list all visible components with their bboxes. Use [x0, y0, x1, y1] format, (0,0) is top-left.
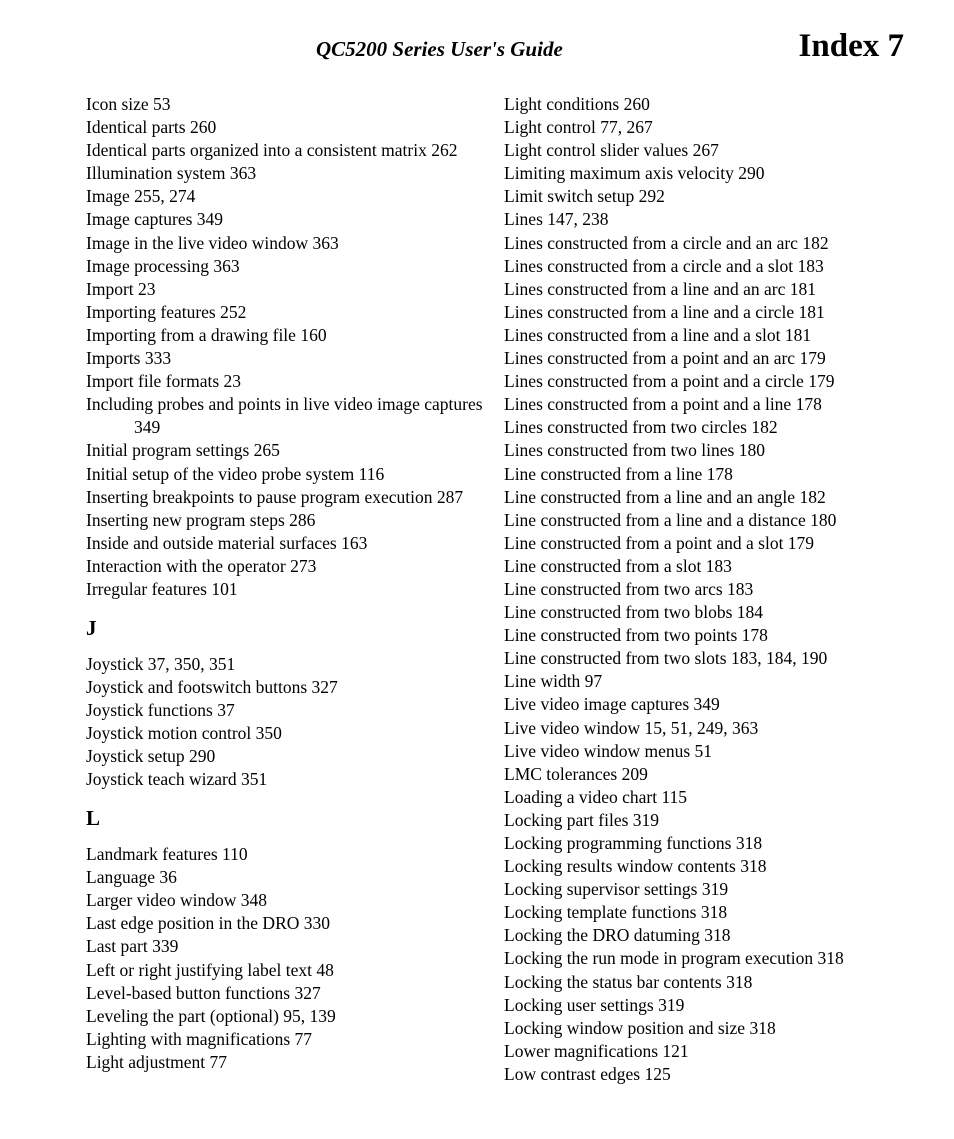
index-entry: Live video image captures 349 [552, 693, 904, 716]
index-entry: Locking results window contents 318 [552, 855, 904, 878]
index-entry: Joystick teach wizard 351 [134, 768, 486, 791]
index-entry: Joystick setup 290 [134, 745, 486, 768]
index-entry: Last part 339 [134, 935, 486, 958]
index-entry: Locking the DRO datuming 318 [552, 924, 904, 947]
index-entry: Lines constructed from a point and a lin… [552, 393, 904, 416]
index-entry: Locking supervisor settings 319 [552, 878, 904, 901]
index-entry: Landmark features 110 [134, 843, 486, 866]
index-entry: Line constructed from two points 178 [552, 624, 904, 647]
index-entry: Line constructed from a point and a slot… [552, 532, 904, 555]
index-entry: Lines constructed from two circles 182 [552, 416, 904, 439]
index-entry: Live video window 15, 51, 249, 363 [552, 717, 904, 740]
index-entry: Inserting new program steps 286 [134, 509, 486, 532]
index-entry: Lines constructed from a line and a circ… [552, 301, 904, 324]
index-entry: Light adjustment 77 [134, 1051, 486, 1074]
index-entry: Lines constructed from two lines 180 [552, 439, 904, 462]
index-entry: Imports 333 [134, 347, 486, 370]
header-title: QC5200 Series User's Guide [316, 37, 563, 62]
index-entry: Image captures 349 [134, 208, 486, 231]
index-entry: Illumination system 363 [134, 162, 486, 185]
index-entry: Icon size 53 [134, 93, 486, 116]
index-entry: Importing from a drawing file 160 [134, 324, 486, 347]
index-entry: Initial setup of the video probe system … [134, 463, 486, 486]
index-entry: Image 255, 274 [134, 185, 486, 208]
index-entry: Joystick motion control 350 [134, 722, 486, 745]
index-entry: Line constructed from a line 178 [552, 463, 904, 486]
index-entry: Locking part files 319 [552, 809, 904, 832]
index-entry: Lines constructed from a circle and an a… [552, 232, 904, 255]
index-entry: Low contrast edges 125 [552, 1063, 904, 1086]
index-entry: Importing features 252 [134, 301, 486, 324]
index-left-column: Icon size 53Identical parts 260Identical… [86, 93, 486, 1086]
index-entry: LMC tolerances 209 [552, 763, 904, 786]
index-entry: Lines constructed from a circle and a sl… [552, 255, 904, 278]
index-entry: Inserting breakpoints to pause program e… [134, 486, 486, 509]
index-entry: Leveling the part (optional) 95, 139 [134, 1005, 486, 1028]
index-entry: Joystick 37, 350, 351 [134, 653, 486, 676]
index-entry: Lines constructed from a line and a slot… [552, 324, 904, 347]
index-entry: Locking programming functions 318 [552, 832, 904, 855]
index-entry: Level-based button functions 327 [134, 982, 486, 1005]
index-entry: Lines constructed from a point and a cir… [552, 370, 904, 393]
index-entry: Line constructed from a slot 183 [552, 555, 904, 578]
index-entry: Locking window position and size 318 [552, 1017, 904, 1040]
index-entry: Line constructed from a line and a dista… [552, 509, 904, 532]
index-entry: Limit switch setup 292 [552, 185, 904, 208]
page-container: QC5200 Series User's Guide Index 7 Icon … [0, 0, 954, 1126]
index-entry: Language 36 [134, 866, 486, 889]
index-entry: Light control slider values 267 [552, 139, 904, 162]
index-entry: Lines 147, 238 [552, 208, 904, 231]
index-entry: Identical parts 260 [134, 116, 486, 139]
index-entry: Initial program settings 265 [134, 439, 486, 462]
index-entry: Lines constructed from a point and an ar… [552, 347, 904, 370]
index-entry: Joystick and footswitch buttons 327 [134, 676, 486, 699]
index-entry: Lines constructed from a line and an arc… [552, 278, 904, 301]
index-entry: Live video window menus 51 [552, 740, 904, 763]
index-entry: Left or right justifying label text 48 [134, 959, 486, 982]
index-right-column: Light conditions 260Light control 77, 26… [504, 93, 904, 1086]
index-entry: Locking the status bar contents 318 [552, 971, 904, 994]
index-entry: Inside and outside material surfaces 163 [134, 532, 486, 555]
index-entry: Line constructed from two arcs 183 [552, 578, 904, 601]
index-entry: Loading a video chart 115 [552, 786, 904, 809]
index-entry: Line constructed from two slots 183, 184… [552, 647, 904, 670]
index-entry: Locking user settings 319 [552, 994, 904, 1017]
index-entry: Light control 77, 267 [552, 116, 904, 139]
section-letter: J [86, 615, 486, 643]
index-entry: Line width 97 [552, 670, 904, 693]
index-entry: Locking the run mode in program executio… [552, 947, 904, 970]
index-entry: Identical parts organized into a consist… [134, 139, 486, 162]
index-entry: Import 23 [134, 278, 486, 301]
index-entry: Import file formats 23 [134, 370, 486, 393]
index-entry: Locking template functions 318 [552, 901, 904, 924]
index-entry: Lower magnifications 121 [552, 1040, 904, 1063]
index-entry: Line constructed from a line and an angl… [552, 486, 904, 509]
index-entry: Last edge position in the DRO 330 [134, 912, 486, 935]
index-entry: Image processing 363 [134, 255, 486, 278]
page-header: QC5200 Series User's Guide Index 7 [86, 28, 904, 65]
index-entry: Including probes and points in live vide… [134, 393, 486, 439]
index-columns: Icon size 53Identical parts 260Identical… [86, 93, 904, 1086]
index-entry: Lighting with magnifications 77 [134, 1028, 486, 1051]
section-letter: L [86, 805, 486, 833]
index-entry: Line constructed from two blobs 184 [552, 601, 904, 624]
index-entry: Larger video window 348 [134, 889, 486, 912]
index-entry: Irregular features 101 [134, 578, 486, 601]
index-entry: Image in the live video window 363 [134, 232, 486, 255]
header-index-label: Index 7 [799, 28, 904, 65]
index-entry: Joystick functions 37 [134, 699, 486, 722]
index-entry: Limiting maximum axis velocity 290 [552, 162, 904, 185]
index-entry: Interaction with the operator 273 [134, 555, 486, 578]
index-entry: Light conditions 260 [552, 93, 904, 116]
